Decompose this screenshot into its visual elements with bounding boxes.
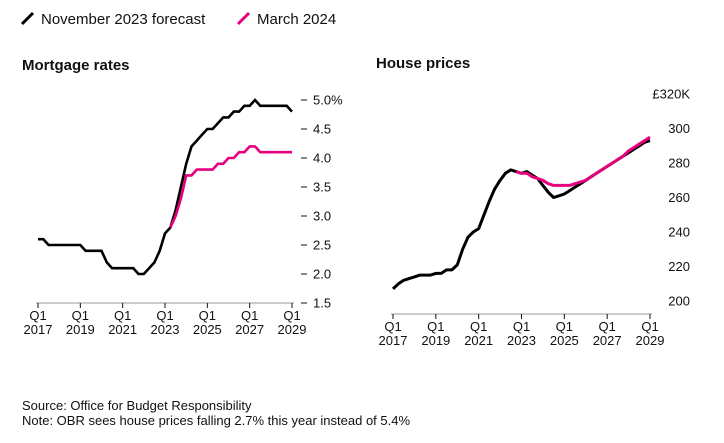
mortgage-rates-y-tick-label-4-5: 4.5 [313,122,331,137]
house-prices-series [391,135,651,290]
house-prices-y-tick-label-300: 300 [668,121,690,136]
mortgage-rates-y-tick-label-1-5: 1.5 [313,296,331,311]
house-prices-x-tick-label-q1-2017: Q1 2017 [379,319,408,348]
house-prices-y-tick-label-240: 240 [668,225,690,240]
house-prices-y-tick-label-200: 200 [668,294,690,309]
mortgage-rates-series-november-2023-forecast [38,98,293,276]
mortgage-rates-y-tick-label-2-5: 2.5 [313,238,331,253]
legend-item-march-2024: March 2024 [236,11,336,28]
mortgage-rates-x-tick-label-q1-2019: Q1 2019 [66,308,95,337]
mortgage-rates-y-tick-label-4-0: 4.0 [313,151,331,166]
house-prices-x-tick-label-q1-2023: Q1 2023 [507,319,536,348]
legend: November 2023 forecast March 2024 [20,11,336,28]
mortgage-rates-y-tick-label-5-0: 5.0% [313,93,343,108]
mortgage-rates-series-march-2024 [169,145,292,229]
house-prices-y-tick-label-220: 220 [668,259,690,274]
mortgage-rates-x-tick-label-q1-2025: Q1 2025 [193,308,222,337]
mortgage-rates-y-tick-label-3-5: 3.5 [313,180,331,195]
house-prices-axes: Q1 2017 Q1 2019 Q1 2021 Q1 2023 Q1 2025 Q1 2027 Q1 20… [379,87,691,349]
house-prices-x-tick-label-q1-2029: Q1 2029 [636,319,665,348]
mortgage-rates-x-tick-label-q1-2027: Q1 2027 [235,308,264,337]
mortgage-rates-axes: Q1 2017 Q1 2019 Q1 2021 Q1 2023 Q1 2025 Q1 2027 Q1 20… [24,93,344,338]
mortgage-rates-x-tick-label-q1-2017: Q1 2017 [24,308,53,337]
mortgage-rates-x-tick-label-q1-2023: Q1 2023 [151,308,180,337]
legend-swatch-november-2023 [20,11,35,26]
house-prices-y-tick-label-320k: £320K [652,87,690,102]
mortgage-rates-series [38,98,293,276]
legend-label-march-2024: March 2024 [257,11,336,28]
legend-item-november-2023: November 2023 forecast [20,11,206,28]
footnote: Note: OBR sees house prices falling 2.7%… [22,413,411,428]
mortgage-rates-x-tick-label-q1-2029: Q1 2029 [278,308,307,337]
house-prices-series-march-2024 [515,135,651,187]
house-prices-title: House prices [376,55,470,72]
house-prices-x-tick-label-q1-2019: Q1 2019 [421,319,450,348]
source-note: Source: Office for Budget Responsibility [22,398,252,413]
house-prices-x-tick-label-q1-2025: Q1 2025 [550,319,579,348]
mortgage-rates-title: Mortgage rates [22,57,130,74]
house-prices-x-tick-label-q1-2021: Q1 2021 [464,319,493,348]
house-prices-x-tick-label-q1-2027: Q1 2027 [593,319,622,348]
legend-swatch-march-2024 [236,11,251,26]
mortgage-rates-y-tick-label-3-0: 3.0 [313,209,331,224]
house-prices-y-tick-label-260: 260 [668,190,690,205]
legend-label-november-2023: November 2023 forecast [41,11,206,28]
mortgage-rates-x-tick-label-q1-2021: Q1 2021 [108,308,137,337]
house-prices-y-tick-label-280: 280 [668,156,690,171]
mortgage-rates-y-tick-label-2-0: 2.0 [313,267,331,282]
